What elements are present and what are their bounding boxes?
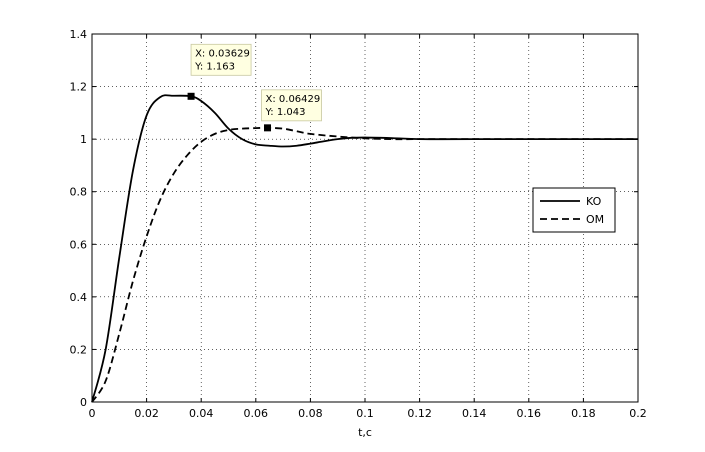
datatip-x-text: X: 0.03629 [195, 48, 250, 59]
datatip-marker [187, 92, 195, 100]
datatips[interactable]: X: 0.03629 Y: 1.163 X: 0.06429 Y: 1.043 [187, 43, 322, 132]
axes-box [91, 33, 639, 403]
y-tick-label: 0 [80, 396, 87, 409]
datatip-x-text: X: 0.06429 [266, 94, 321, 105]
y-tick-label: 1.2 [70, 81, 88, 94]
x-axis-label: t,c [358, 426, 372, 439]
series-line-ko [91, 94, 638, 403]
grid [92, 34, 638, 402]
datatip-y-text: Y: 1.043 [265, 107, 306, 118]
x-tick-label: 0.14 [462, 407, 487, 420]
datatip-box [261, 89, 322, 122]
x-tick-label: 0.12 [407, 407, 432, 420]
datatip-marker [264, 124, 272, 132]
ticks: 0 0.02 0.04 0.06 0.08 0.1 0.12 0.14 0.16 0.18 0.2 0… [70, 28, 647, 420]
x-tick-label: 0.1 [356, 407, 374, 420]
legend-label-ko: KO [586, 195, 602, 208]
legend-label-om: OM [586, 213, 604, 226]
datatip-box [190, 43, 252, 76]
x-tick-label: 0.18 [571, 407, 596, 420]
series-layer [91, 94, 638, 403]
datatip-ko[interactable]: X: 0.03629 Y: 1.163 [187, 43, 252, 100]
x-tick-label: 0.04 [189, 407, 214, 420]
datatip-y-text: Y: 1.163 [194, 61, 235, 72]
x-tick-label: 0.02 [134, 407, 159, 420]
y-tick-label: 1.4 [70, 28, 88, 41]
legend[interactable]: KO OM [532, 187, 616, 233]
y-tick-label: 0.4 [70, 291, 88, 304]
x-tick-label: 0.16 [517, 407, 542, 420]
y-tick-label: 0.8 [70, 186, 88, 199]
x-tick-label: 0 [89, 407, 96, 420]
y-tick-label: 0.2 [70, 343, 88, 356]
y-tick-label: 0.6 [70, 238, 88, 251]
y-tick-label: 1 [80, 133, 87, 146]
x-tick-label: 0.06 [244, 407, 269, 420]
legend-box [532, 187, 616, 233]
datatip-om[interactable]: X: 0.06429 Y: 1.043 [261, 89, 322, 132]
x-tick-label: 0.08 [298, 407, 323, 420]
x-tick-label: 0.2 [629, 407, 647, 420]
series-line-om [91, 126, 638, 403]
